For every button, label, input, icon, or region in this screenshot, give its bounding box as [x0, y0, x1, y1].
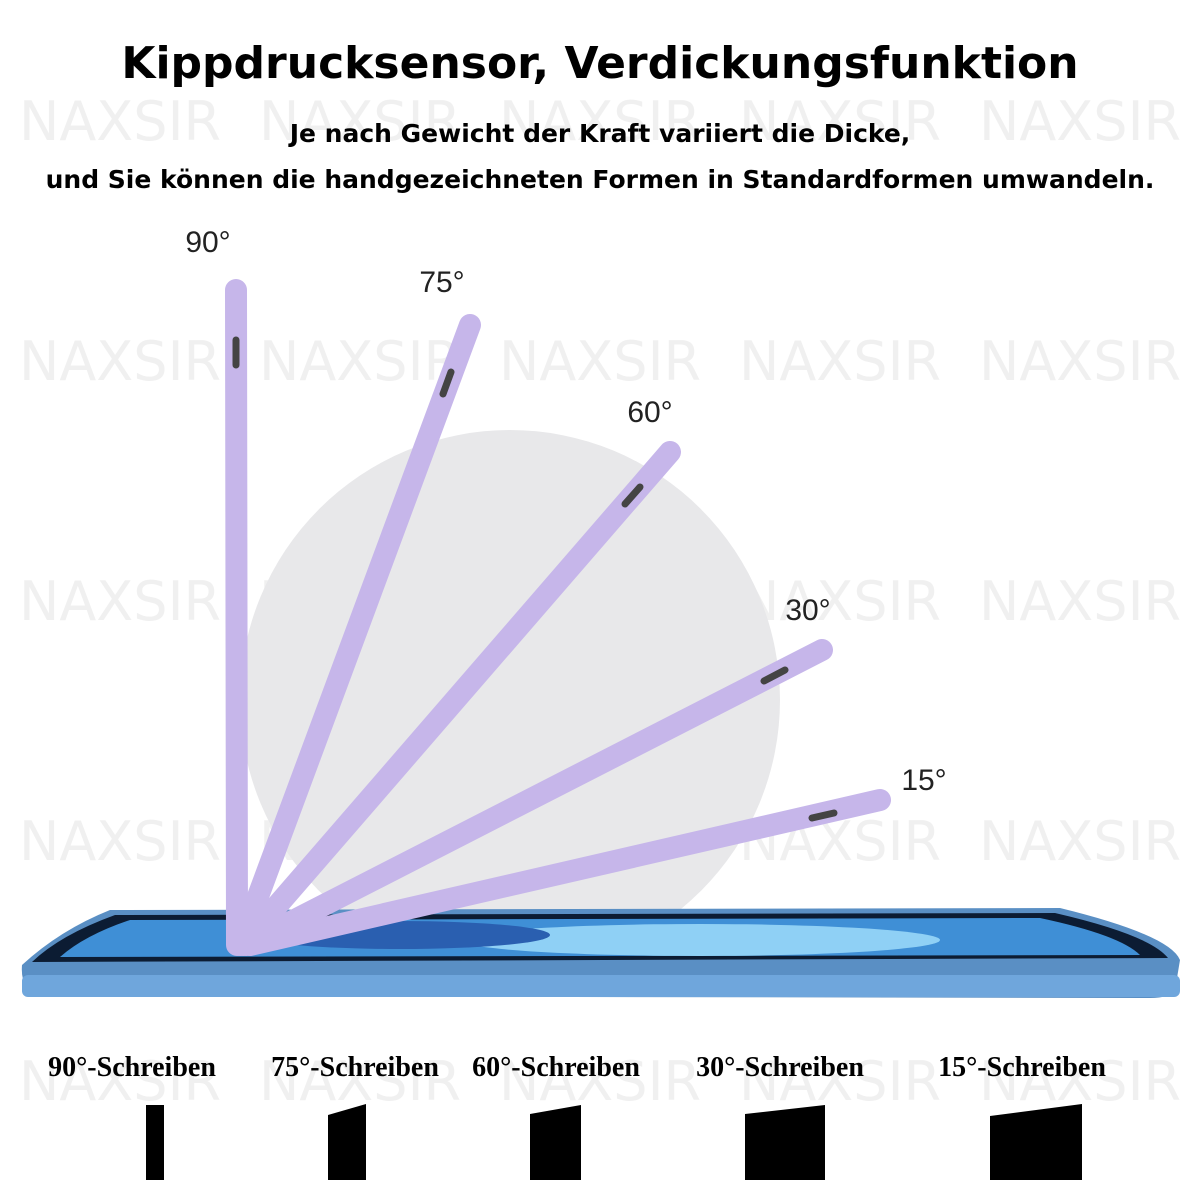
- angle-label: 15°: [901, 764, 946, 797]
- watermark: NAXSIR: [979, 90, 1181, 153]
- stroke-label: 30°-Schreiben: [696, 1052, 864, 1083]
- angle-label: 30°: [785, 594, 830, 627]
- stroke-label: 60°-Schreiben: [472, 1052, 640, 1083]
- watermark: NAXSIR: [259, 90, 461, 153]
- watermark: NAXSIR: [19, 570, 221, 633]
- stroke-label: 15°-Schreiben: [938, 1052, 1106, 1083]
- watermark: NAXSIR: [19, 90, 221, 153]
- watermark: NAXSIR: [979, 330, 1181, 393]
- angle-label: 60°: [627, 396, 672, 429]
- angle-label: 90°: [185, 226, 230, 259]
- watermark: NAXSIR: [739, 90, 941, 153]
- subtitle: Je nach Gewicht der Kraft variiert die D…: [288, 119, 911, 148]
- watermark: NAXSIR: [499, 330, 701, 393]
- watermark: NAXSIR: [19, 810, 221, 873]
- watermark: NAXSIR: [259, 1050, 461, 1113]
- angle-label: 75°: [419, 266, 464, 299]
- watermark: NAXSIR: [19, 1050, 221, 1113]
- watermark: NAXSIR: [979, 810, 1181, 873]
- watermark: NAXSIR: [739, 570, 941, 633]
- watermark: NAXSIR: [979, 1050, 1181, 1113]
- watermark: NAXSIR: [259, 330, 461, 393]
- tablet: [21, 908, 1180, 998]
- subtitle: und Sie können die handgezeichneten Form…: [46, 165, 1155, 194]
- watermark: NAXSIR: [499, 90, 701, 153]
- stroke-label: 75°-Schreiben: [271, 1052, 439, 1083]
- watermark: NAXSIR: [739, 1050, 941, 1113]
- pen-buttons: [232, 336, 838, 822]
- watermark: NAXSIR: [499, 1050, 701, 1113]
- stroke-label: 90°-Schreiben: [48, 1052, 216, 1083]
- pens: [225, 279, 891, 956]
- watermark: NAXSIR: [739, 330, 941, 393]
- stroke-shapes: [146, 1104, 1082, 1180]
- title: Kippdrucksensor, Verdickungsfunktion: [121, 38, 1078, 89]
- watermark: NAXSIR: [19, 330, 221, 393]
- watermark: NAXSIR: [979, 570, 1181, 633]
